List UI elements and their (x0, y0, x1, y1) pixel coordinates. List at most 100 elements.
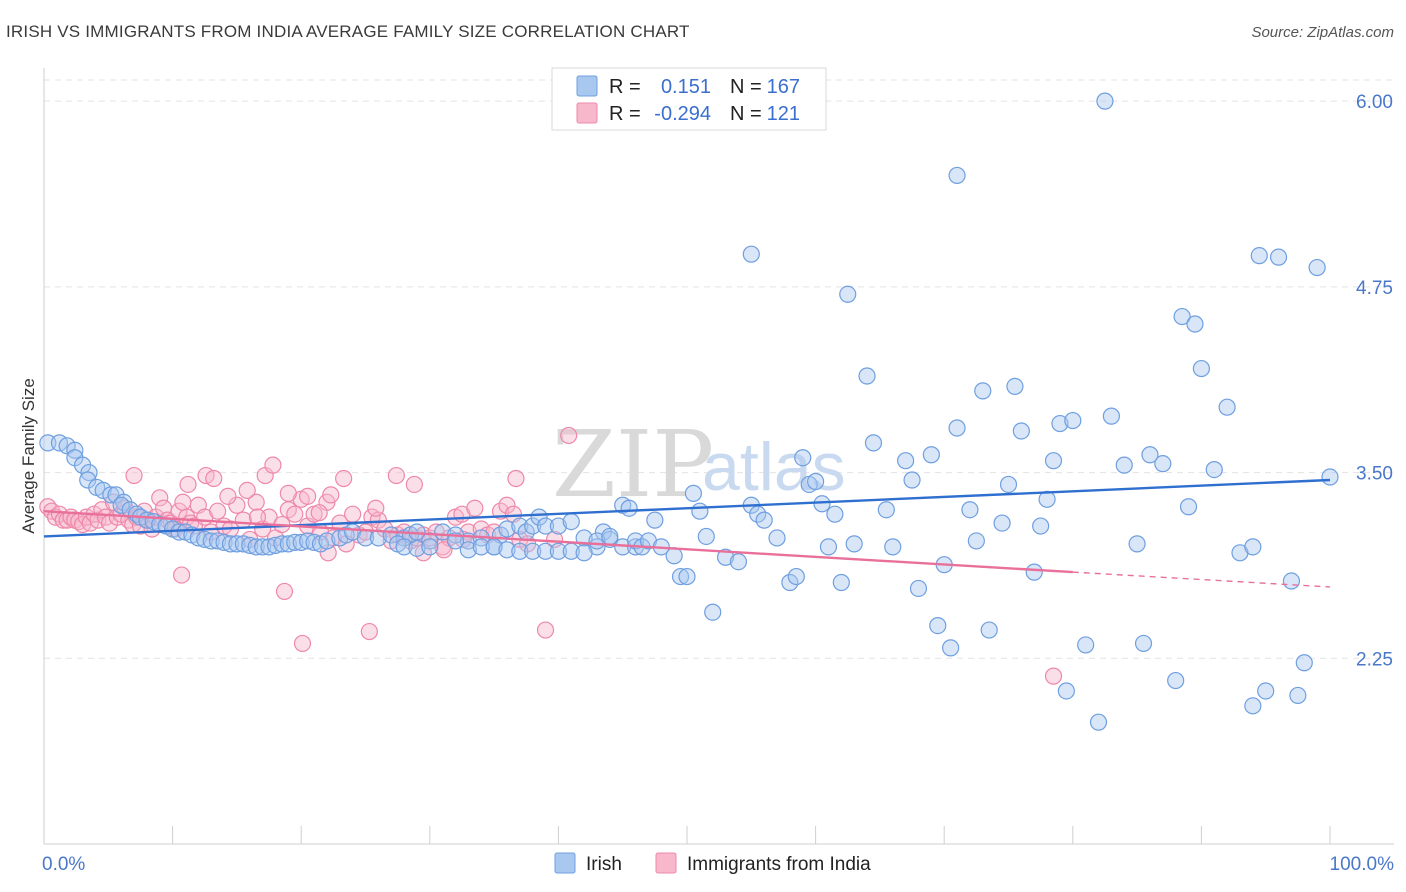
india-point (360, 622, 378, 641)
india-point (125, 466, 143, 485)
irish-point (646, 511, 664, 529)
india-point (248, 508, 267, 526)
irish-point (530, 508, 548, 526)
india-point (151, 489, 169, 507)
india-point (367, 499, 385, 517)
irish-point (1244, 697, 1262, 715)
irish-point (813, 495, 831, 513)
irish-point (1025, 563, 1043, 581)
irish-point (562, 512, 580, 531)
india-legend-swatch (576, 102, 598, 124)
india-point (507, 469, 525, 488)
irish-point (909, 579, 928, 598)
irish-point (864, 434, 883, 452)
y-tick-label: 2.25 (1356, 649, 1393, 670)
irish-point (305, 533, 323, 552)
irish-point (279, 535, 297, 553)
irish-point (716, 548, 735, 566)
irish-trend-line (43, 478, 1331, 538)
irish-points-layer (39, 92, 1339, 731)
irish-point (1102, 407, 1120, 425)
irish-point (1244, 538, 1262, 556)
y-tick-label: 3.50 (1356, 464, 1393, 485)
irish-point (472, 538, 490, 556)
india-r-label: R = (609, 103, 641, 125)
irish-point (781, 573, 799, 592)
irish-point (1257, 682, 1275, 700)
irish-point (819, 538, 838, 556)
irish-point (806, 472, 825, 491)
india-point (466, 499, 484, 517)
irish-point (421, 538, 439, 556)
india-point (209, 502, 227, 520)
trend-layer (43, 478, 1331, 588)
irish-point (845, 535, 863, 553)
irish-point (1308, 258, 1326, 277)
irish-point (974, 382, 992, 400)
irish-point (684, 484, 703, 502)
irish-n-value: 167 (767, 76, 800, 98)
irish-point (826, 505, 844, 523)
irish-point (524, 517, 542, 535)
irish-point (511, 542, 529, 560)
irish-point (498, 520, 516, 538)
watermark: ZIP atlas (552, 411, 846, 518)
india-point (205, 469, 223, 488)
india-bottom-swatch (655, 852, 677, 874)
irish-point (102, 486, 120, 504)
x-tick-label-max: 100.0% (1330, 854, 1395, 875)
y-tick-label: 4.75 (1356, 278, 1393, 299)
irish-point (678, 567, 696, 586)
irish-point (196, 530, 214, 549)
irish-point (704, 603, 722, 621)
irish-point (1282, 572, 1301, 590)
irish-point (511, 517, 529, 535)
india-point (179, 475, 197, 494)
india-point (238, 481, 256, 499)
irish-point (858, 367, 876, 385)
irish-point (993, 514, 1011, 532)
irish-point (273, 535, 291, 553)
irish-point (1192, 359, 1211, 378)
irish-point (922, 446, 940, 464)
irish-point (254, 538, 272, 556)
irish-point (241, 536, 259, 554)
india-point (387, 466, 405, 485)
irish-point (839, 285, 857, 303)
irish-point (1006, 377, 1024, 395)
india-bottom-label: Immigrants from India (687, 854, 871, 875)
india-point (275, 582, 294, 601)
india-n-value: 121 (767, 103, 800, 125)
y-tick-label: 6.00 (1356, 92, 1393, 113)
irish-bottom-label: Irish (586, 854, 622, 875)
india-point (310, 504, 328, 522)
irish-point (1064, 411, 1082, 430)
irish-point (967, 532, 985, 550)
irish-point (247, 538, 265, 556)
india-n-label: N = (730, 103, 762, 125)
irish-point (1128, 535, 1146, 553)
irish-point (395, 538, 413, 556)
india-point (344, 505, 362, 523)
irish-point (234, 535, 252, 553)
india-point (498, 496, 516, 514)
watermark-atlas: atlas (702, 429, 846, 505)
india-point (219, 487, 237, 505)
india-point (322, 486, 340, 504)
india-point (293, 634, 312, 653)
chart-source: Source: ZipAtlas.com (1251, 24, 1394, 41)
irish-point (999, 475, 1018, 494)
irish-point (1141, 446, 1159, 464)
stats-legend: R = 0.151 N = 167 R = -0.294 N = 121 (551, 67, 827, 131)
irish-legend-swatch (576, 75, 598, 97)
irish-point (459, 541, 477, 559)
india-point (536, 621, 555, 639)
irish-point (1321, 468, 1339, 486)
india-point (299, 487, 317, 505)
irish-point (318, 532, 336, 550)
irish-point (903, 471, 921, 489)
irish-point (1289, 686, 1307, 705)
irish-point (948, 419, 966, 437)
irish-point (877, 501, 895, 519)
